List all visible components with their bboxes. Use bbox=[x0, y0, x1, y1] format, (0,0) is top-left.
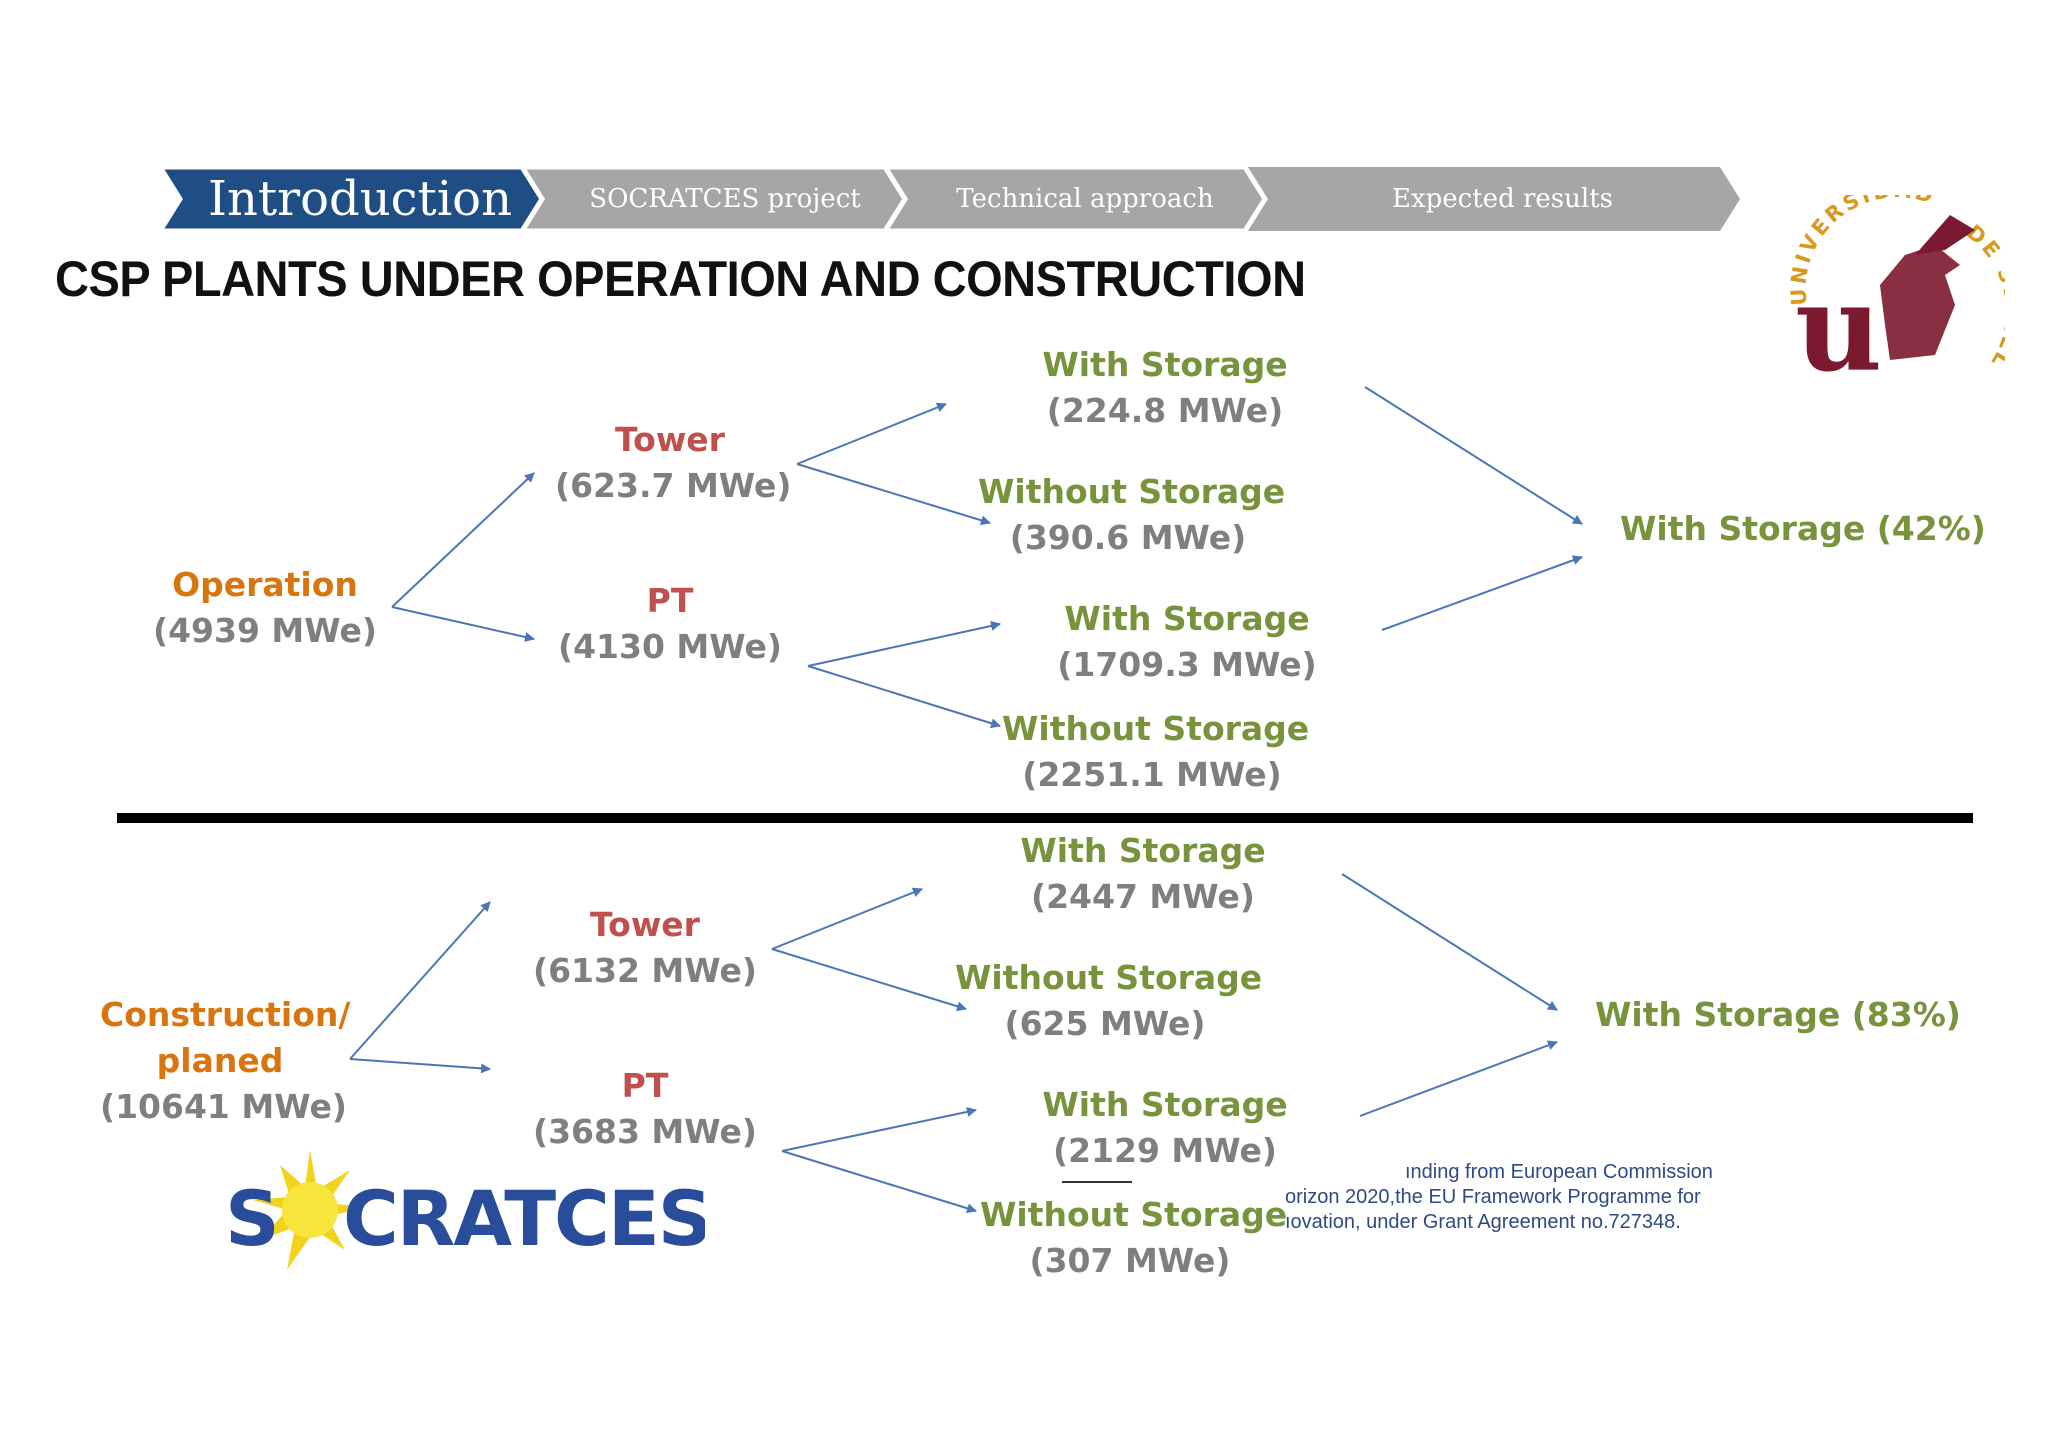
construction-pt-with-storage: With Storage (2129 MWe) bbox=[1030, 1082, 1300, 1174]
construction-tower-with-label: With Storage bbox=[1020, 831, 1266, 870]
slide-title: CSP PLANTS UNDER OPERATION AND CONSTRUCT… bbox=[55, 251, 1306, 307]
funding-note: ınding from European Commission orizon 2… bbox=[1285, 1160, 1755, 1235]
funding-line-1: ınding from European Commission bbox=[1405, 1161, 1713, 1183]
arrow-con-pt-to-with bbox=[781, 1106, 977, 1152]
construction-pt-value: (3683 MWe) bbox=[533, 1112, 757, 1151]
operation-tower-with-value: (224.8 MWe) bbox=[1046, 391, 1284, 430]
svg-text:S: S bbox=[225, 1174, 280, 1263]
section-nav: Introduction SOCRATCES project Technical… bbox=[160, 167, 1740, 231]
sun-icon bbox=[253, 1150, 365, 1270]
arrow-con-to-pt bbox=[349, 1058, 491, 1074]
arrow-op-to-pt bbox=[391, 606, 535, 642]
operation-node: Operation (4939 MWe) bbox=[150, 562, 380, 654]
nav-step-introduction[interactable]: Introduction bbox=[208, 171, 512, 227]
operation-pt-with-label: With Storage bbox=[1064, 599, 1310, 638]
arrow-con-pt-to-without bbox=[781, 1150, 977, 1214]
arrow-op-pt-to-with bbox=[807, 621, 1001, 667]
construction-pt-with-value: (2129 MWe) bbox=[1053, 1131, 1277, 1170]
arrow-con-with-to-summary bbox=[1341, 873, 1558, 1011]
university-logo: UNIVERSIDAD DE SEVILLA u bbox=[1785, 195, 2005, 385]
section-divider bbox=[117, 813, 1973, 823]
operation-summary: With Storage (42%) bbox=[1620, 506, 1986, 552]
arrow-op-with-to-summary bbox=[1364, 386, 1583, 525]
construction-tower-node: Tower (6132 MWe) bbox=[530, 902, 760, 994]
operation-pt-value: (4130 MWe) bbox=[558, 627, 782, 666]
construction-pt-label: PT bbox=[621, 1066, 669, 1105]
arrow-op-pt-to-without bbox=[807, 665, 1001, 729]
operation-pt-label: PT bbox=[646, 581, 694, 620]
operation-pt-without-value: (2251.1 MWe) bbox=[1022, 755, 1282, 794]
operation-tower-without-value: (390.6 MWe) bbox=[1009, 518, 1247, 557]
operation-value: (4939 MWe) bbox=[153, 611, 377, 650]
operation-tower-label: Tower bbox=[615, 420, 725, 459]
operation-tower-with-storage: With Storage (224.8 MWe) bbox=[1030, 342, 1300, 434]
socratces-logo: S CRATCES bbox=[225, 1150, 705, 1270]
construction-tower-with-storage: With Storage (2447 MWe) bbox=[1008, 828, 1278, 920]
operation-tower-without-storage: Without Storage (390.6 MWe) bbox=[978, 469, 1286, 561]
nav-step-socratces-project[interactable]: SOCRATCES project bbox=[589, 184, 861, 214]
operation-pt-with-value: (1709.3 MWe) bbox=[1057, 645, 1317, 684]
operation-label: Operation bbox=[172, 565, 358, 604]
funding-line-2: orizon 2020,the EU Framework Programme f… bbox=[1285, 1186, 1701, 1208]
construction-node: Construction/ planed (10641 MWe) bbox=[100, 992, 351, 1130]
construction-tower-value: (6132 MWe) bbox=[533, 951, 757, 990]
operation-tower-value: (623.7 MWe) bbox=[555, 466, 792, 505]
construction-tower-without-label: Without Storage bbox=[955, 958, 1263, 997]
construction-label-line1: Construction/ bbox=[100, 995, 351, 1034]
operation-pt-node: PT (4130 MWe) bbox=[555, 578, 785, 670]
svg-text:CRATCES: CRATCES bbox=[343, 1174, 705, 1263]
operation-pt-without-label: Without Storage bbox=[1002, 709, 1310, 748]
construction-tower-with-value: (2447 MWe) bbox=[1031, 877, 1255, 916]
operation-pt-with-storage: With Storage (1709.3 MWe) bbox=[1052, 596, 1322, 688]
construction-pt-without-value: (307 MWe) bbox=[1029, 1241, 1231, 1280]
construction-pt-with-label: With Storage bbox=[1042, 1085, 1288, 1124]
construction-value: (10641 MWe) bbox=[100, 1087, 347, 1126]
arrow-op-tower-to-without bbox=[796, 463, 991, 526]
construction-tower-without-value: (625 MWe) bbox=[1004, 1004, 1206, 1043]
construction-pt-node: PT (3683 MWe) bbox=[530, 1063, 760, 1155]
operation-tower-node: Tower (623.7 MWe) bbox=[555, 417, 792, 509]
svg-text:u: u bbox=[1795, 258, 1882, 385]
construction-summary: With Storage (83%) bbox=[1595, 992, 1961, 1038]
arrow-op-tower-to-with bbox=[796, 402, 947, 465]
operation-pt-without-storage: Without Storage (2251.1 MWe) bbox=[1002, 706, 1310, 798]
construction-summary-label: With Storage (83%) bbox=[1595, 995, 1961, 1034]
operation-summary-label: With Storage (42%) bbox=[1620, 509, 1986, 548]
arrow-op-to-tower bbox=[391, 472, 535, 608]
nav-step-technical-approach[interactable]: Technical approach bbox=[956, 184, 1214, 214]
arrow-con-with2-to-summary bbox=[1359, 1040, 1558, 1117]
construction-pt-without-label: Without Storage bbox=[980, 1195, 1288, 1234]
construction-pt-without-storage: Without Storage (307 MWe) bbox=[980, 1192, 1288, 1284]
arrow-con-tower-to-without bbox=[771, 948, 967, 1012]
construction-tower-without-storage: Without Storage (625 MWe) bbox=[955, 955, 1263, 1047]
operation-tower-without-label: Without Storage bbox=[978, 472, 1286, 511]
funding-line-3: ıovation, under Grant Agreement no.72734… bbox=[1285, 1211, 1681, 1233]
nav-step-expected-results[interactable]: Expected results bbox=[1392, 184, 1613, 214]
arrow-con-to-tower bbox=[349, 901, 491, 1060]
nav-step-shape-4 bbox=[1245, 167, 1740, 231]
strike-line bbox=[1062, 1181, 1132, 1183]
operation-tower-with-label: With Storage bbox=[1042, 345, 1288, 384]
arrow-op-with2-to-summary bbox=[1381, 555, 1583, 631]
nav-step-shape-1 bbox=[160, 167, 545, 231]
nav-chevrons bbox=[160, 167, 1740, 231]
construction-tower-label: Tower bbox=[590, 905, 700, 944]
construction-label-line2: planed bbox=[156, 1041, 284, 1080]
arrow-con-tower-to-with bbox=[771, 887, 923, 950]
